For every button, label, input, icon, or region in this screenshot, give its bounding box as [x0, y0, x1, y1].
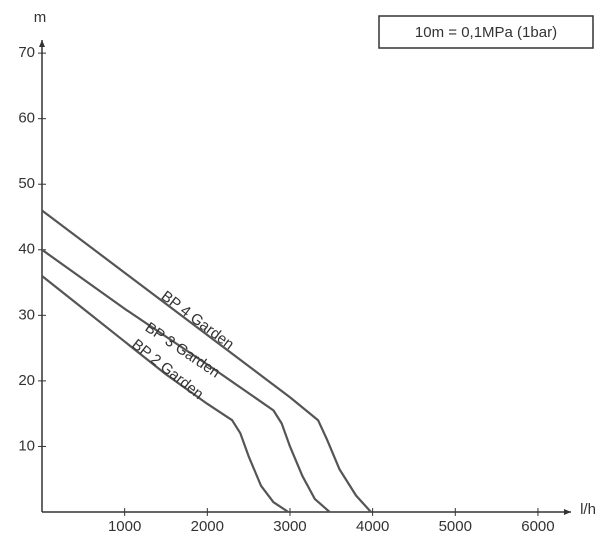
- x-tick-label: 6000: [521, 518, 554, 535]
- y-axis-arrow: [39, 40, 45, 47]
- x-tick-label: 2000: [191, 518, 224, 535]
- y-tick-label: 50: [18, 175, 35, 192]
- annotation-box: [378, 15, 594, 49]
- curve: [41, 248, 331, 513]
- x-tick-label: 1000: [108, 518, 141, 535]
- y-tick-label: 20: [18, 372, 35, 389]
- curve: [41, 209, 372, 513]
- curve: [41, 275, 289, 513]
- x-axis-arrow: [564, 509, 571, 515]
- y-tick-label: 40: [18, 241, 35, 258]
- y-tick-label: 10: [18, 437, 35, 454]
- x-axis-label: l/h: [580, 501, 596, 518]
- y-axis-label: m: [34, 9, 47, 26]
- y-tick-label: 60: [18, 110, 35, 127]
- y-tick-label: 70: [18, 44, 35, 61]
- annotation: 10m = 0,1MPa (1bar): [415, 24, 557, 41]
- x-tick-label: 4000: [356, 518, 389, 535]
- x-tick-label: 5000: [439, 518, 472, 535]
- x-tick-label: 3000: [273, 518, 306, 535]
- y-tick-label: 30: [18, 306, 35, 323]
